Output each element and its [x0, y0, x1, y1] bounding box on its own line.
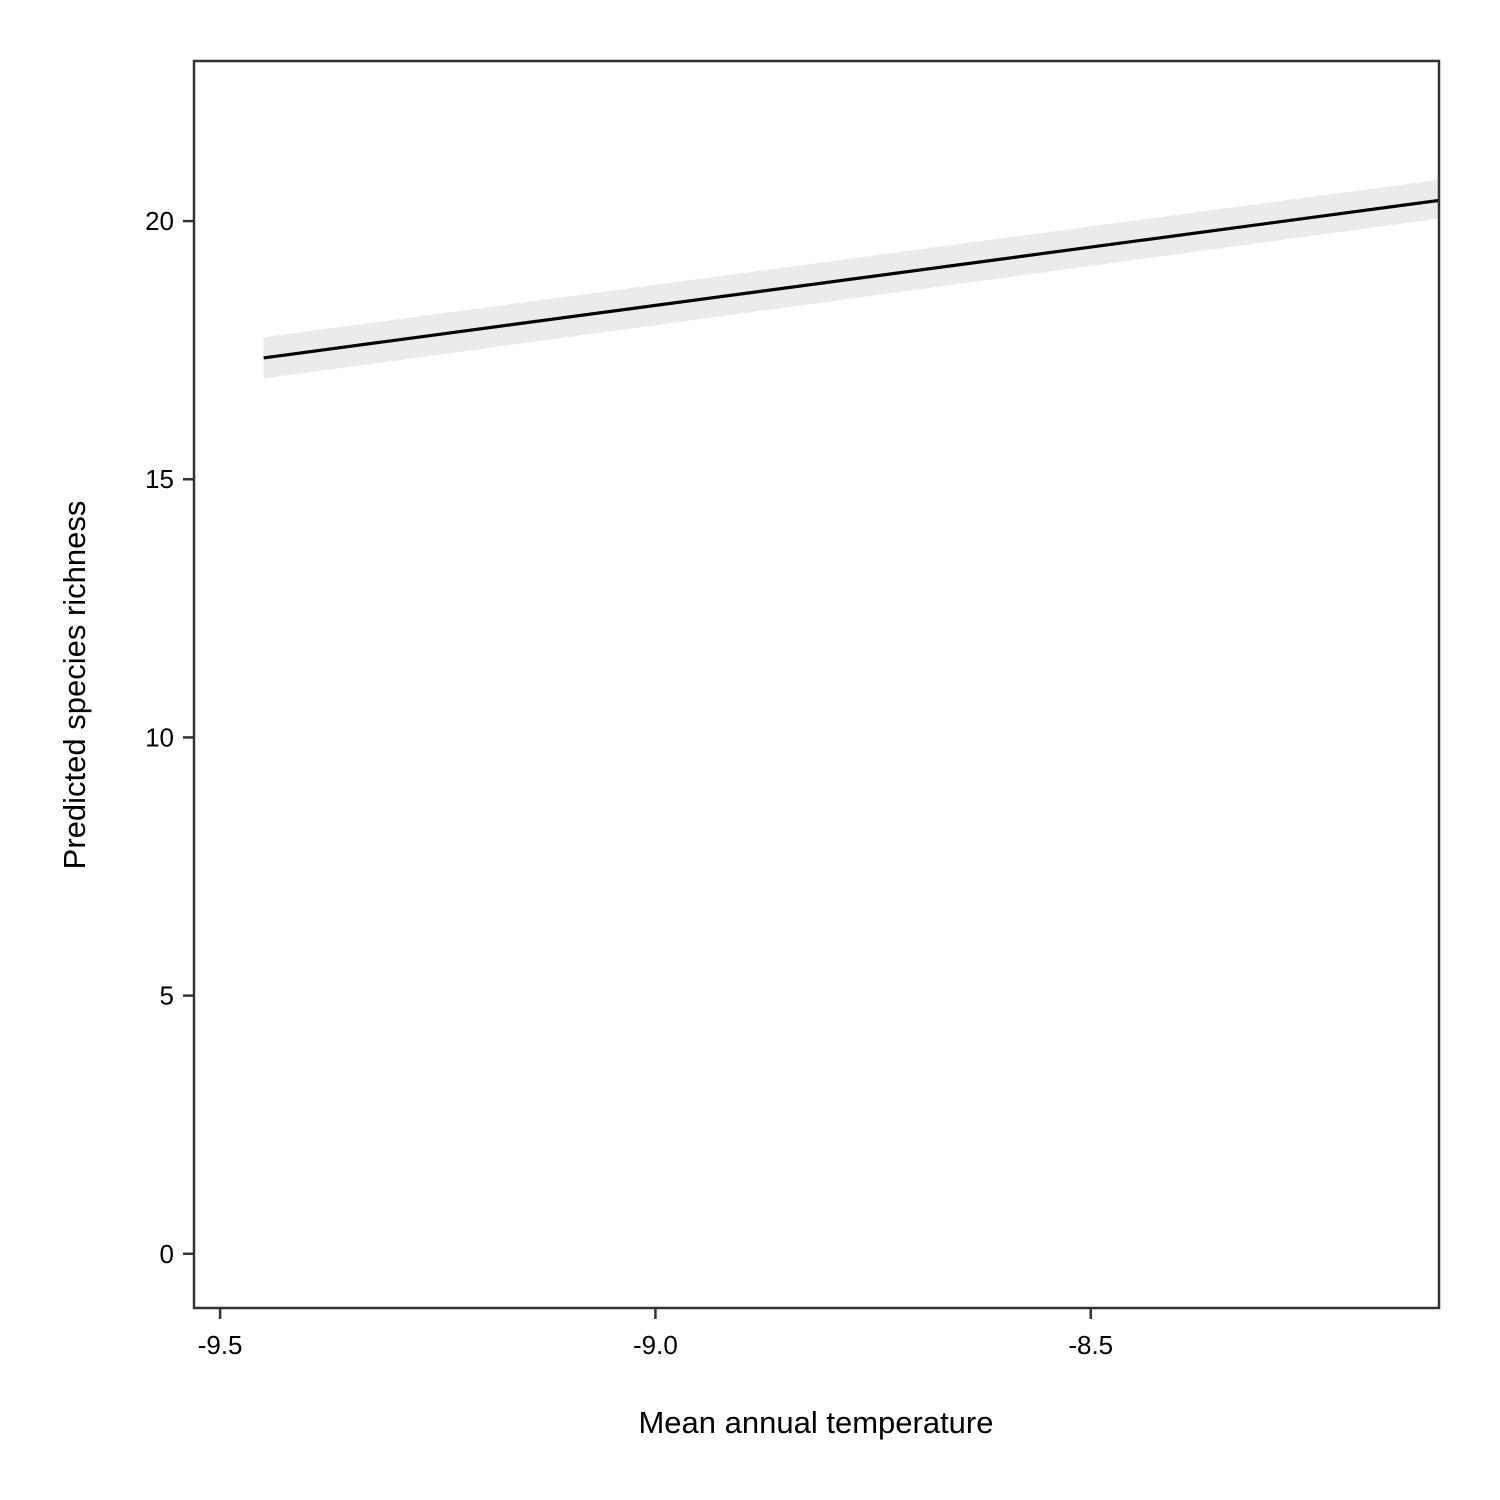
y-tick-label: 5 [160, 981, 174, 1011]
y-tick-label: 0 [160, 1239, 174, 1269]
x-axis: -9.5 -9.0 -8.5 [198, 1308, 1113, 1360]
x-tick-label: -9.0 [633, 1330, 678, 1360]
plot-panel-border [192, 59, 1441, 1310]
y-tick-label: 15 [145, 464, 174, 494]
fit-line [263, 198, 1440, 360]
y-tick-label: 20 [145, 206, 174, 236]
fit-line-layer [263, 198, 1440, 360]
y-axis: 0 5 10 15 20 [145, 206, 194, 1269]
x-tick-label: -8.5 [1068, 1330, 1113, 1360]
y-axis-title: Predicted species richness [57, 501, 92, 870]
x-axis-title: Mean annual temperature [638, 1405, 993, 1440]
y-tick-label: 10 [145, 722, 174, 752]
x-tick-label: -9.5 [198, 1330, 243, 1360]
